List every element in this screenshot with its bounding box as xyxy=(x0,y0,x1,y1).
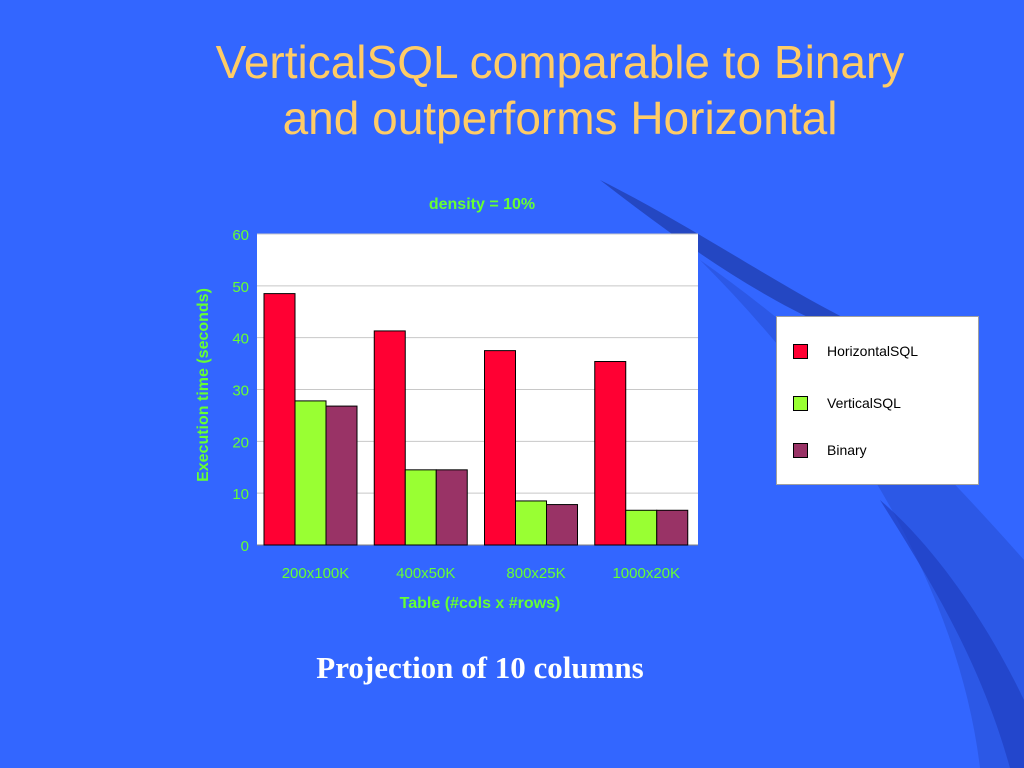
y-tick-label: 10 xyxy=(232,486,249,503)
bar-binary-800x25k xyxy=(546,504,578,546)
legend-label-binary: Binary xyxy=(827,442,867,458)
slide-title-line-2: and outperforms Horizontal xyxy=(282,92,838,144)
y-tick-label: 40 xyxy=(232,331,249,348)
legend-swatch-horizontalsql xyxy=(793,343,808,359)
x-axis-label: Table (#cols x #rows) xyxy=(400,595,561,612)
chart-title: density = 10% xyxy=(429,196,535,213)
slide-title: VerticalSQL comparable to Binary and out… xyxy=(60,34,1024,146)
y-tick-label: 30 xyxy=(232,383,249,400)
x-tick-label: 200x100K xyxy=(282,565,350,582)
y-tick-label: 0 xyxy=(241,538,249,555)
y-tick-label: 60 xyxy=(232,227,249,244)
bar-binary-400x50k xyxy=(435,469,468,546)
x-tick-label: 1000x20K xyxy=(612,565,680,582)
bar-horizontalsql-1000x20k xyxy=(594,361,627,546)
bar-binary-200x100k xyxy=(325,405,358,546)
y-tick-label: 50 xyxy=(232,279,249,296)
bar-verticalsql-200x100k xyxy=(294,400,327,546)
bar-binary-1000x20k xyxy=(656,509,689,546)
legend-swatch-binary xyxy=(793,442,808,458)
y-tick-label: 20 xyxy=(232,434,249,451)
slide-title-line-1: VerticalSQL comparable to Binary xyxy=(215,36,905,88)
bar-verticalsql-800x25k xyxy=(515,500,547,546)
bar-verticalsql-400x50k xyxy=(404,469,437,546)
legend-item-verticalsql: VerticalSQL xyxy=(793,395,901,411)
y-axis-label: Execution time (seconds) xyxy=(195,288,212,482)
y-axis-ticks: 0 10 20 30 40 50 60 xyxy=(232,227,249,555)
x-tick-label: 800x25K xyxy=(506,565,565,582)
x-tick-label: 400x50K xyxy=(396,565,455,582)
bar-verticalsql-1000x20k xyxy=(625,509,658,546)
chart-legend: HorizontalSQL VerticalSQL Binary xyxy=(776,316,979,485)
legend-swatch-verticalsql xyxy=(793,395,808,411)
bar-horizontalsql-400x50k xyxy=(373,330,406,546)
legend-label-verticalsql: VerticalSQL xyxy=(827,395,901,411)
legend-item-binary: Binary xyxy=(793,442,867,458)
bar-horizontalsql-800x25k xyxy=(484,350,516,546)
legend-label-horizontalsql: HorizontalSQL xyxy=(827,343,919,359)
bars xyxy=(263,293,689,546)
legend-item-horizontalsql: HorizontalSQL xyxy=(793,343,918,359)
bar-horizontalsql-200x100k xyxy=(263,293,296,546)
slide-caption: Projection of 10 columns xyxy=(316,650,644,685)
x-axis-ticks: 200x100K 400x50K 800x25K 1000x20K xyxy=(282,565,680,582)
